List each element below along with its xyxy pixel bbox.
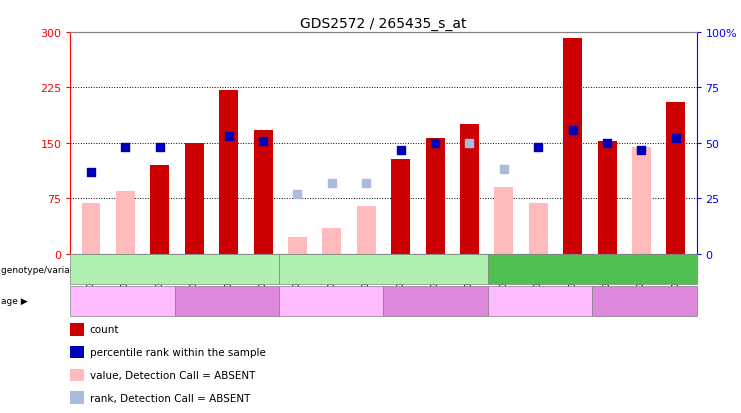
Point — [154, 145, 166, 151]
Point — [464, 140, 476, 147]
Point — [395, 147, 407, 154]
Text: 1 d: 1 d — [531, 296, 549, 306]
Text: vte1 mutant: vte1 mutant — [349, 265, 418, 275]
Bar — [563, 39, 582, 254]
Point — [636, 147, 648, 154]
Text: value, Detection Call = ABSENT: value, Detection Call = ABSENT — [90, 370, 255, 380]
Bar — [150, 166, 169, 254]
Text: 3 d: 3 d — [218, 296, 236, 306]
Point — [532, 145, 544, 151]
Point — [119, 145, 131, 151]
Point — [257, 138, 269, 145]
Bar — [391, 160, 410, 254]
Point — [291, 191, 303, 198]
Bar — [529, 204, 548, 254]
Text: vte2 mutant: vte2 mutant — [557, 265, 627, 275]
Bar — [219, 90, 238, 254]
Bar — [82, 204, 101, 254]
Bar — [116, 191, 135, 254]
Bar — [288, 238, 307, 254]
Point — [601, 140, 613, 147]
Text: count: count — [90, 325, 119, 335]
Text: percentile rank within the sample: percentile rank within the sample — [90, 347, 265, 357]
Text: wild type: wild type — [150, 265, 200, 275]
Bar — [185, 143, 204, 254]
Point — [223, 133, 235, 140]
Bar — [632, 147, 651, 254]
Title: GDS2572 / 265435_s_at: GDS2572 / 265435_s_at — [300, 17, 467, 31]
Text: genotype/variation ▶: genotype/variation ▶ — [1, 265, 98, 274]
Bar — [322, 228, 342, 254]
Point — [360, 180, 372, 187]
Bar — [357, 206, 376, 254]
Point — [567, 127, 579, 133]
Bar — [494, 188, 514, 254]
Bar — [666, 103, 685, 254]
Text: 1 d: 1 d — [322, 296, 340, 306]
Point — [85, 169, 97, 176]
Point — [670, 136, 682, 142]
Bar — [253, 130, 273, 254]
Point — [498, 167, 510, 173]
Point — [326, 180, 338, 187]
Point — [429, 140, 441, 147]
Bar — [425, 138, 445, 254]
Text: rank, Detection Call = ABSENT: rank, Detection Call = ABSENT — [90, 393, 250, 403]
Bar — [460, 125, 479, 254]
Text: 1 d: 1 d — [114, 296, 131, 306]
Text: 3 d: 3 d — [427, 296, 445, 306]
Bar — [598, 142, 617, 254]
Text: 3 d: 3 d — [636, 296, 653, 306]
Text: age ▶: age ▶ — [1, 297, 28, 306]
